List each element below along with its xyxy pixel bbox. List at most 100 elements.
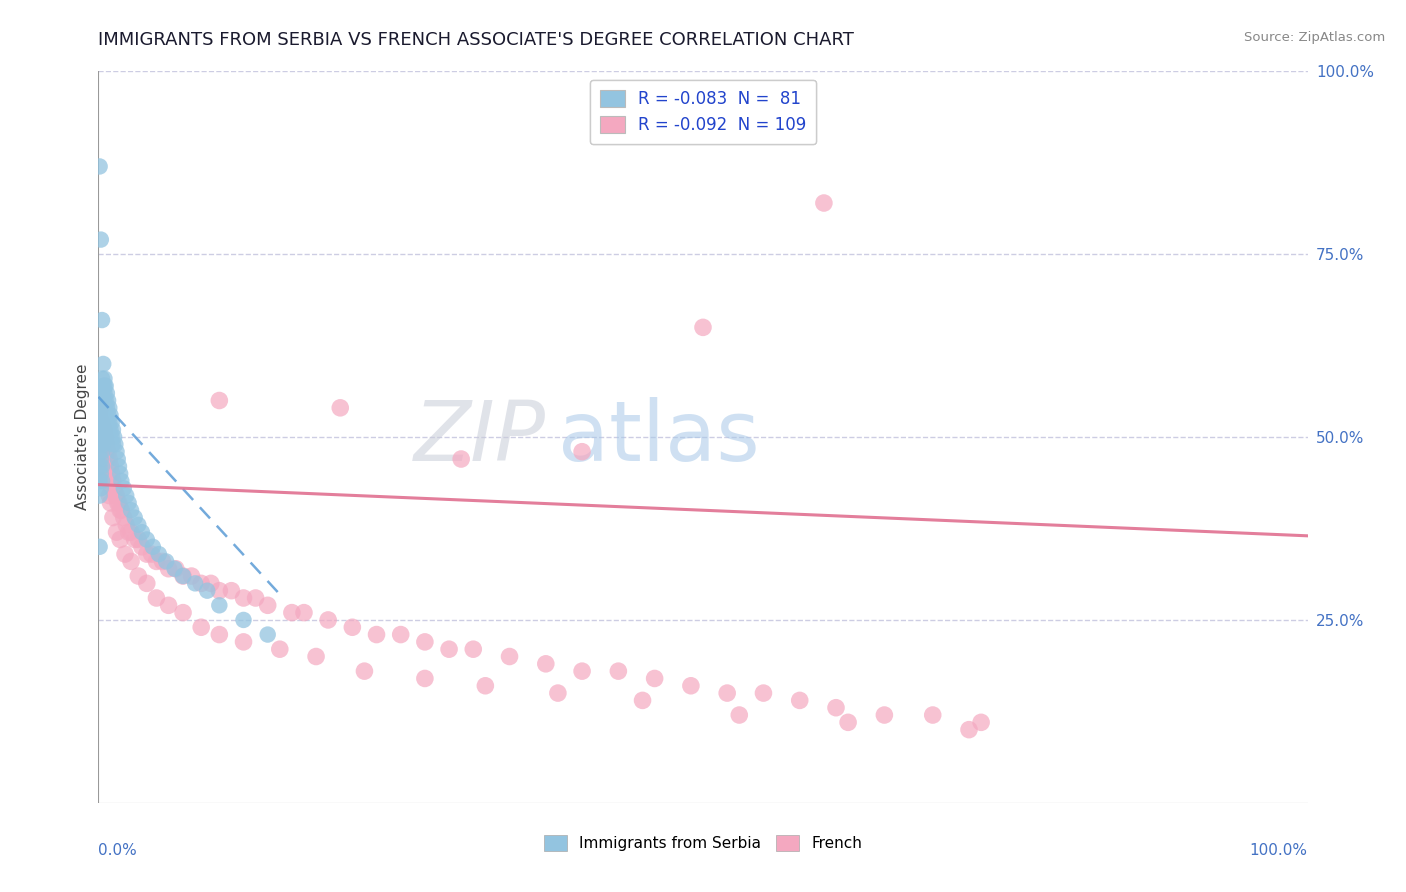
Point — [93, 416, 115, 430]
Point — [100, 423, 122, 437]
Point — [269, 642, 291, 657]
Point — [131, 540, 153, 554]
Point — [281, 606, 304, 620]
Point — [90, 416, 112, 430]
Point — [100, 467, 122, 481]
Point — [163, 562, 186, 576]
Point — [135, 547, 157, 561]
Point — [389, 627, 412, 641]
Point — [184, 576, 207, 591]
Point — [208, 599, 231, 613]
Point — [837, 715, 859, 730]
Point — [124, 533, 146, 547]
Point — [91, 393, 114, 408]
Point — [208, 627, 231, 641]
Point — [97, 393, 120, 408]
Point — [413, 635, 436, 649]
Point — [110, 474, 132, 488]
Point — [631, 693, 654, 707]
Point — [245, 591, 267, 605]
Point — [110, 503, 132, 517]
Point — [101, 474, 124, 488]
Point — [112, 510, 135, 524]
Point — [100, 474, 122, 488]
Point — [135, 533, 157, 547]
Point — [190, 620, 212, 634]
Point — [98, 467, 121, 481]
Point — [232, 635, 254, 649]
Point — [91, 474, 114, 488]
Point — [108, 503, 131, 517]
Point — [98, 489, 121, 503]
Point — [91, 430, 114, 444]
Point — [148, 547, 170, 561]
Point — [98, 401, 121, 415]
Point — [93, 423, 115, 437]
Point — [607, 664, 630, 678]
Point — [97, 408, 120, 422]
Point — [120, 554, 142, 568]
Point — [145, 591, 167, 605]
Point — [100, 481, 122, 495]
Point — [450, 452, 472, 467]
Point — [94, 452, 117, 467]
Point — [90, 233, 112, 247]
Point — [728, 708, 751, 723]
Point — [366, 627, 388, 641]
Point — [89, 416, 111, 430]
Point — [91, 386, 114, 401]
Point — [90, 452, 112, 467]
Point — [101, 423, 124, 437]
Point — [90, 401, 112, 415]
Point — [90, 437, 112, 451]
Point — [97, 423, 120, 437]
Point — [115, 517, 138, 532]
Point — [127, 569, 149, 583]
Point — [165, 562, 187, 576]
Point — [91, 423, 114, 437]
Point — [91, 401, 114, 415]
Point — [91, 430, 114, 444]
Point — [101, 510, 124, 524]
Point — [91, 437, 114, 451]
Text: atlas: atlas — [558, 397, 759, 477]
Point — [89, 489, 111, 503]
Point — [172, 606, 194, 620]
Point — [89, 160, 111, 174]
Point — [316, 613, 339, 627]
Legend: R = -0.083  N =  81, R = -0.092  N = 109: R = -0.083 N = 81, R = -0.092 N = 109 — [589, 79, 817, 145]
Point — [208, 393, 231, 408]
Point — [96, 467, 118, 481]
Point — [152, 554, 174, 568]
Point — [93, 401, 115, 415]
Point — [256, 599, 278, 613]
Point — [752, 686, 775, 700]
Point — [142, 540, 165, 554]
Point — [256, 627, 278, 641]
Point — [957, 723, 980, 737]
Point — [91, 371, 114, 385]
Point — [100, 496, 122, 510]
Point — [873, 708, 896, 723]
Point — [96, 386, 118, 401]
Point — [716, 686, 738, 700]
Point — [127, 533, 149, 547]
Point — [89, 401, 111, 415]
Point — [644, 672, 666, 686]
Point — [100, 459, 122, 474]
Point — [105, 525, 128, 540]
Point — [120, 503, 142, 517]
Point — [96, 416, 118, 430]
Point — [91, 313, 114, 327]
Point — [108, 459, 131, 474]
Point — [124, 510, 146, 524]
Point — [98, 416, 121, 430]
Point — [93, 444, 115, 458]
Point — [89, 459, 111, 474]
Point — [474, 679, 496, 693]
Point — [120, 525, 142, 540]
Point — [90, 430, 112, 444]
Point — [91, 416, 114, 430]
Point — [89, 474, 111, 488]
Point — [89, 408, 111, 422]
